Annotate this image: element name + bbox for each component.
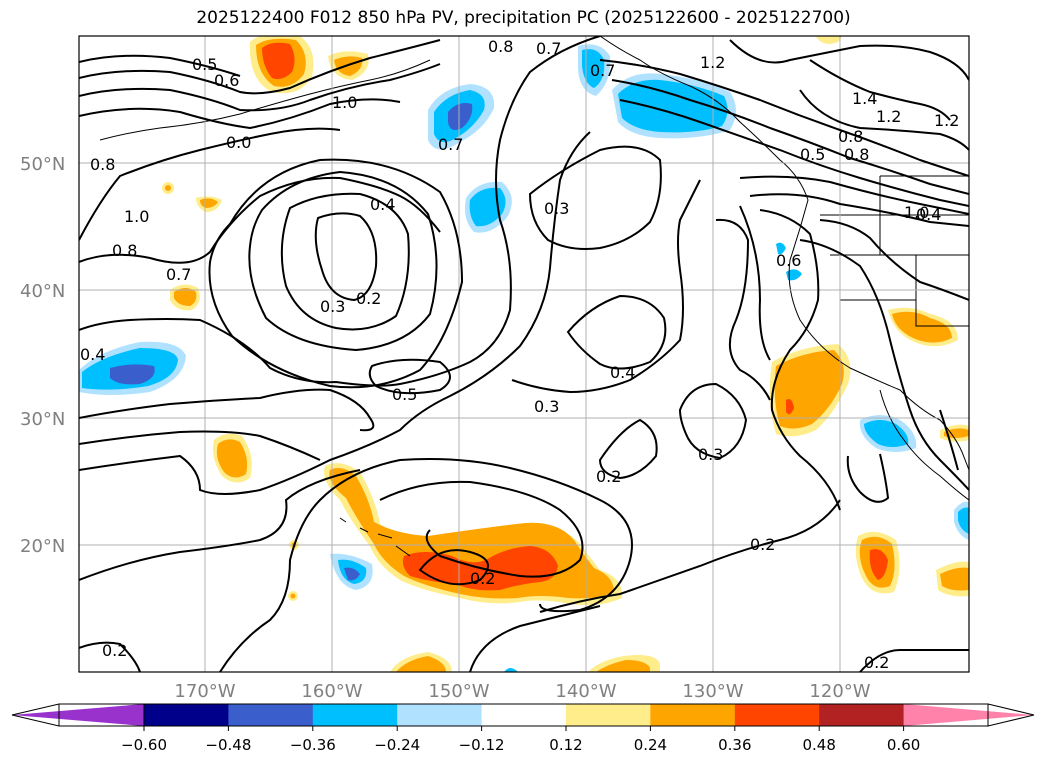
lon-label: 170°W — [174, 681, 235, 702]
contour-label: 0.5 — [192, 55, 217, 74]
pv-contours — [79, 36, 969, 672]
contour-label: 0.3 — [544, 199, 569, 218]
colorbar-segment — [312, 704, 398, 726]
contour-label: 0.4 — [80, 345, 105, 364]
contour-label: 1.0 — [124, 207, 149, 226]
lat-label: 50°N — [20, 154, 65, 175]
contour-label: 0.8 — [838, 127, 863, 146]
contour-label: 0.2 — [750, 535, 775, 554]
colorbar-segment — [819, 704, 905, 726]
contour-label: 0.6 — [214, 71, 239, 90]
contour-label: 1.0 — [904, 203, 929, 222]
colorbar-segment — [144, 704, 229, 726]
contour-label: 0.7 — [536, 39, 561, 58]
contour-labels: 0.5 0.6 0.8 0.7 1.2 1.0 0.8 1.4 1.2 1.2 … — [80, 37, 959, 672]
colorbar-tick-label: −0.24 — [374, 736, 420, 754]
colorbar-extend-low — [12, 704, 144, 726]
colorbar-tick-label: −0.48 — [205, 736, 251, 754]
lon-label: 150°W — [428, 681, 489, 702]
contour-label: 0.4 — [370, 195, 395, 214]
contour-label: 0.0 — [226, 133, 251, 152]
plot-frame — [78, 35, 970, 673]
colorbar-tick-label: 0.48 — [802, 736, 835, 754]
contour-label: 0.7 — [590, 61, 615, 80]
colorbar-extend-high — [903, 704, 1034, 726]
colorbar-tick-label: −0.12 — [459, 736, 505, 754]
contour-label: 0.7 — [438, 135, 463, 154]
colorbar-tick-label: −0.60 — [121, 736, 167, 754]
contour-label: 1.4 — [852, 89, 877, 108]
contour-label: 0.4 — [610, 363, 635, 382]
lon-label: 140°W — [555, 681, 616, 702]
contour-label: 0.8 — [844, 145, 869, 164]
contour-label: 0.3 — [698, 445, 723, 464]
colorbar-tick-label: −0.36 — [290, 736, 336, 754]
lat-axis-labels: 50°N 40°N 30°N 20°N — [20, 154, 65, 557]
contour-label: 0.5 — [800, 145, 825, 164]
contour-label: 0.2 — [102, 641, 127, 660]
colorbar-segment — [397, 704, 483, 726]
contour-label: 1.2 — [934, 111, 959, 130]
colorbar-tick-label: 0.12 — [549, 736, 582, 754]
contour-label: 0.6 — [776, 251, 801, 270]
map-title: 2025122400 F012 850 hPa PV, precipitatio… — [196, 8, 851, 28]
colorbar-segment — [566, 704, 651, 726]
lon-label: 160°W — [301, 681, 362, 702]
colorbar: −0.60 −0.48 −0.36 −0.24 −0.12 0.12 0.24 0.36 0.4… — [11, 703, 1035, 754]
colorbar-tick-label: 0.36 — [718, 736, 751, 754]
lon-label: 130°W — [682, 681, 743, 702]
contour-label: 0.2 — [470, 569, 495, 588]
colorbar-segment — [734, 704, 820, 726]
lat-label: 30°N — [20, 409, 65, 430]
lon-axis-labels: 170°W 160°W 150°W 140°W 130°W 120°W — [174, 681, 870, 702]
colorbar-segment — [481, 704, 567, 726]
lat-label: 20°N — [20, 536, 65, 557]
contour-label: 0.2 — [864, 653, 889, 672]
contour-label: 0.8 — [488, 37, 513, 56]
contour-label: 0.7 — [166, 265, 191, 284]
contour-label: 0.3 — [320, 297, 345, 316]
contour-label: 0.5 — [392, 385, 417, 404]
contour-label: 0.8 — [112, 241, 137, 260]
colorbar-tick-label: 0.60 — [887, 736, 920, 754]
colorbar-segment — [228, 704, 314, 726]
contour-label: 0.4 — [916, 205, 941, 224]
contour-label: 1.2 — [876, 107, 901, 126]
colorbar-segment — [650, 704, 736, 726]
colorbar-tick-label: 0.24 — [634, 736, 667, 754]
contour-label: 0.2 — [596, 467, 621, 486]
lat-label: 40°N — [20, 281, 65, 302]
lon-label: 120°W — [809, 681, 870, 702]
contour-label: 0.3 — [534, 397, 559, 416]
contour-label: 1.0 — [332, 93, 357, 112]
contour-label: 1.2 — [700, 53, 725, 72]
contour-label: 0.8 — [90, 155, 115, 174]
contour-label: 0.2 — [356, 289, 381, 308]
